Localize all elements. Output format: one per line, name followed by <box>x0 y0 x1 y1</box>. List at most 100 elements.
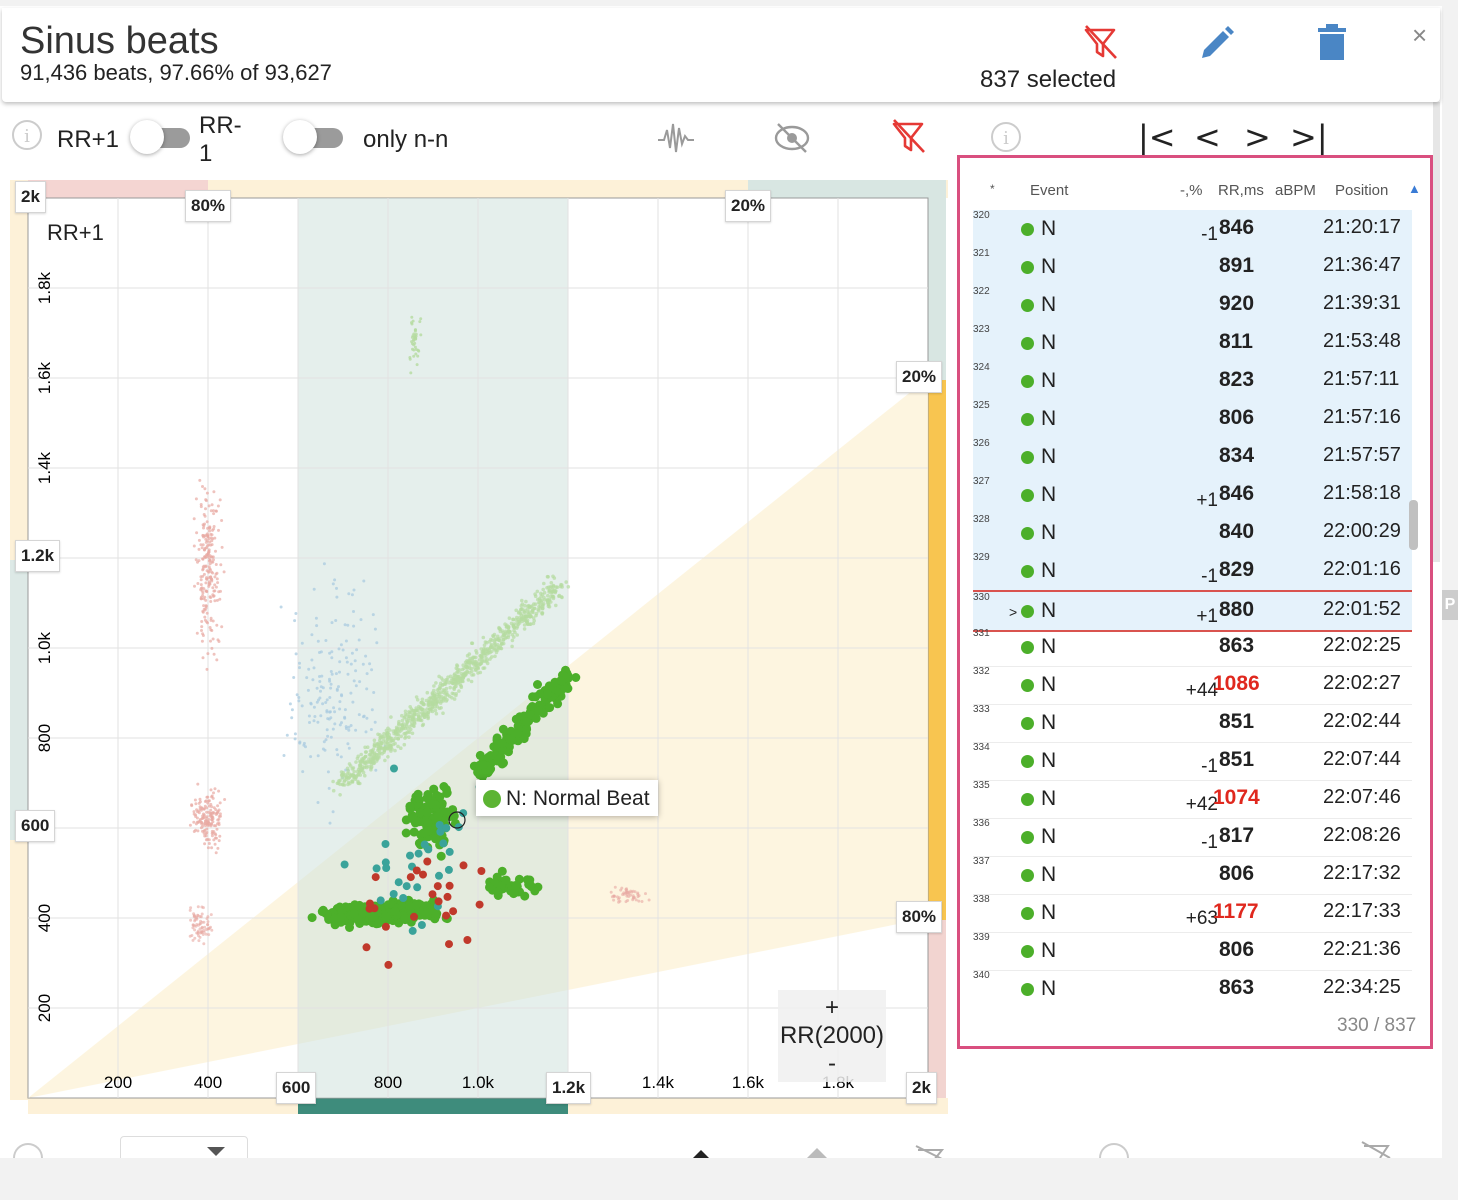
col-event[interactable]: Event <box>1030 182 1069 199</box>
beat-point <box>499 758 508 768</box>
bottom-table-filter-icon[interactable] <box>1358 1140 1394 1160</box>
table-row[interactable]: 327 N +1 846 21:58:18 <box>973 476 1412 515</box>
right-80-tag[interactable]: 80% <box>896 901 943 933</box>
beat-point <box>209 808 213 812</box>
rr-minus-1-label: RR-1 <box>199 112 242 167</box>
rr-minus-button[interactable]: - <box>828 1050 836 1077</box>
table-row[interactable]: 321 N 891 21:36:47 <box>973 248 1412 287</box>
beat-point <box>218 597 222 601</box>
col-abpm[interactable]: aBPM <box>1275 182 1316 199</box>
table-row[interactable]: 320 N -1 846 21:20:17 <box>973 210 1412 249</box>
bottom-filter-off-icon[interactable] <box>912 1144 948 1160</box>
beat-point <box>532 618 536 623</box>
window-scrollbar[interactable] <box>1433 102 1440 562</box>
top-80-tag[interactable]: 80% <box>185 190 232 222</box>
x-tick-label: 400 <box>194 1073 222 1092</box>
next-button[interactable]: > <box>1244 118 1271 156</box>
beat-position[interactable]: 21:58:18 <box>1323 482 1401 504</box>
table-row[interactable]: 329 N -1 829 22:01:16 <box>973 552 1412 591</box>
beat-position[interactable]: 22:08:26 <box>1323 824 1401 846</box>
table-body[interactable]: 320 N -1 846 21:20:17 321 N 891 21:36:47 322 N 920 2… <box>973 210 1412 1006</box>
beat-position[interactable]: 22:17:33 <box>1323 900 1401 922</box>
col-rr[interactable]: RR,ms <box>1218 182 1264 199</box>
table-row[interactable]: 323 N 811 21:53:48 <box>973 324 1412 363</box>
beat-position[interactable]: 22:02:25 <box>1323 634 1401 656</box>
table-row[interactable]: 326 N 834 21:57:57 <box>973 438 1412 477</box>
col-position[interactable]: Position <box>1335 182 1389 199</box>
table-row[interactable]: 339 N 806 22:21:36 <box>973 932 1412 971</box>
hide-icon[interactable] <box>772 118 812 158</box>
table-row[interactable]: 334 N -1 851 22:07:44 <box>973 742 1412 781</box>
y-600-tag[interactable]: 600 <box>15 810 56 842</box>
beat-position[interactable]: 22:17:32 <box>1323 862 1401 884</box>
table-row[interactable]: 340 N 863 22:34:25 <box>973 970 1412 1006</box>
bottom-shape-icon[interactable] <box>807 1148 827 1158</box>
side-tab[interactable]: P <box>1442 590 1458 620</box>
beat-position[interactable]: 21:20:17 <box>1323 216 1401 238</box>
table-row[interactable]: 337 N 806 22:17:32 <box>973 856 1412 895</box>
filter-off-icon[interactable] <box>888 116 930 158</box>
trash-icon[interactable] <box>1314 22 1350 64</box>
beat-point <box>420 840 429 849</box>
y-1200-tag[interactable]: 1.2k <box>15 540 61 572</box>
poincare-plot[interactable]: 200 400 800 1.0k 1.4k 1.6k 1.8k 200 400 800 1.0k 1… <box>0 170 960 1120</box>
last-page-button[interactable]: >| <box>1290 118 1328 156</box>
pencil-icon[interactable] <box>1196 24 1236 64</box>
beat-position[interactable]: 22:34:25 <box>1323 976 1401 998</box>
rr-change-pct: +42 <box>1185 794 1218 815</box>
right-20-tag[interactable]: 20% <box>896 361 943 393</box>
beat-position[interactable]: 22:07:44 <box>1323 748 1401 770</box>
only-nn-toggle[interactable] <box>283 120 345 154</box>
x-1200-tag[interactable]: 1.2k <box>546 1072 592 1104</box>
first-page-button[interactable]: |< <box>1138 118 1176 156</box>
table-row[interactable]: 338 N +63 1177 22:17:33 <box>973 894 1412 933</box>
table-row[interactable]: 330 > N +1 880 22:01:52 <box>973 590 1412 632</box>
table-row[interactable]: 331 N 863 22:02:25 <box>973 628 1412 667</box>
beat-position[interactable]: 22:02:44 <box>1323 710 1401 732</box>
table-row[interactable]: 325 N 806 21:57:16 <box>973 400 1412 439</box>
table-row[interactable]: 333 N 851 22:02:44 <box>973 704 1412 743</box>
beat-position[interactable]: 22:21:36 <box>1323 938 1401 960</box>
beat-position[interactable]: 21:53:48 <box>1323 330 1401 352</box>
table-row[interactable]: 324 N 823 21:57:11 <box>973 362 1412 401</box>
beat-position[interactable]: 22:02:27 <box>1323 672 1401 694</box>
beat-position[interactable]: 22:00:29 <box>1323 520 1401 542</box>
col-pct[interactable]: -,% <box>1180 182 1203 199</box>
event-code: N <box>1041 293 1057 316</box>
beat-point <box>335 902 345 912</box>
bottom-up-icon[interactable] <box>693 1150 709 1158</box>
beat-point <box>546 585 551 590</box>
table-row[interactable]: 335 N +42 1074 22:07:46 <box>973 780 1412 819</box>
beat-point <box>201 533 205 537</box>
close-icon[interactable]: × <box>1412 20 1428 50</box>
beat-point <box>475 900 484 909</box>
beat-point <box>316 754 320 758</box>
y-max-tag: 2k <box>15 181 46 213</box>
table-row[interactable]: 328 N 840 22:00:29 <box>973 514 1412 553</box>
beat-position[interactable]: 21:36:47 <box>1323 254 1401 276</box>
table-row[interactable]: 336 N -1 817 22:08:26 <box>973 818 1412 857</box>
prev-button[interactable]: < <box>1194 118 1221 156</box>
table-scrollbar-thumb[interactable] <box>1409 500 1418 550</box>
beat-position[interactable]: 22:01:16 <box>1323 558 1401 580</box>
beat-point <box>200 639 204 643</box>
top-20-tag[interactable]: 20% <box>725 190 772 222</box>
beat-position[interactable]: 21:39:31 <box>1323 292 1401 314</box>
beat-position[interactable]: 21:57:16 <box>1323 406 1401 428</box>
table-row[interactable]: 332 N +44 1086 22:02:27 <box>973 666 1412 705</box>
beat-position[interactable]: 22:01:52 <box>1323 598 1401 620</box>
col-star[interactable]: * <box>990 182 995 196</box>
rr-toggle[interactable] <box>130 120 192 154</box>
beat-position[interactable]: 21:57:11 <box>1323 368 1400 390</box>
beat-position[interactable]: 21:57:57 <box>1323 444 1401 466</box>
bottom-info-icon[interactable] <box>8 1138 48 1158</box>
table-info-icon[interactable]: i <box>991 122 1021 152</box>
table-row[interactable]: 322 N 920 21:39:31 <box>973 286 1412 325</box>
beat-position[interactable]: 22:07:46 <box>1323 786 1401 808</box>
info-icon[interactable]: i <box>12 120 42 150</box>
waveform-icon[interactable] <box>656 118 696 158</box>
bottom-table-info-icon[interactable] <box>1094 1138 1134 1158</box>
rr-plus-button[interactable]: + <box>824 994 839 1021</box>
x-600-tag[interactable]: 600 <box>276 1072 317 1104</box>
filter-off-icon[interactable] <box>1080 22 1122 64</box>
